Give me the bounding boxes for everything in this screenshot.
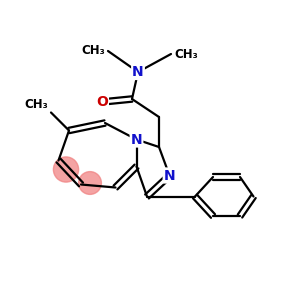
Text: CH₃: CH₃	[24, 98, 48, 111]
Text: N: N	[164, 169, 175, 182]
Circle shape	[53, 157, 79, 182]
Text: N: N	[132, 65, 144, 79]
Text: O: O	[96, 95, 108, 109]
Circle shape	[79, 172, 101, 194]
Text: CH₃: CH₃	[81, 44, 105, 58]
Text: N: N	[131, 133, 142, 146]
Text: CH₃: CH₃	[174, 47, 198, 61]
